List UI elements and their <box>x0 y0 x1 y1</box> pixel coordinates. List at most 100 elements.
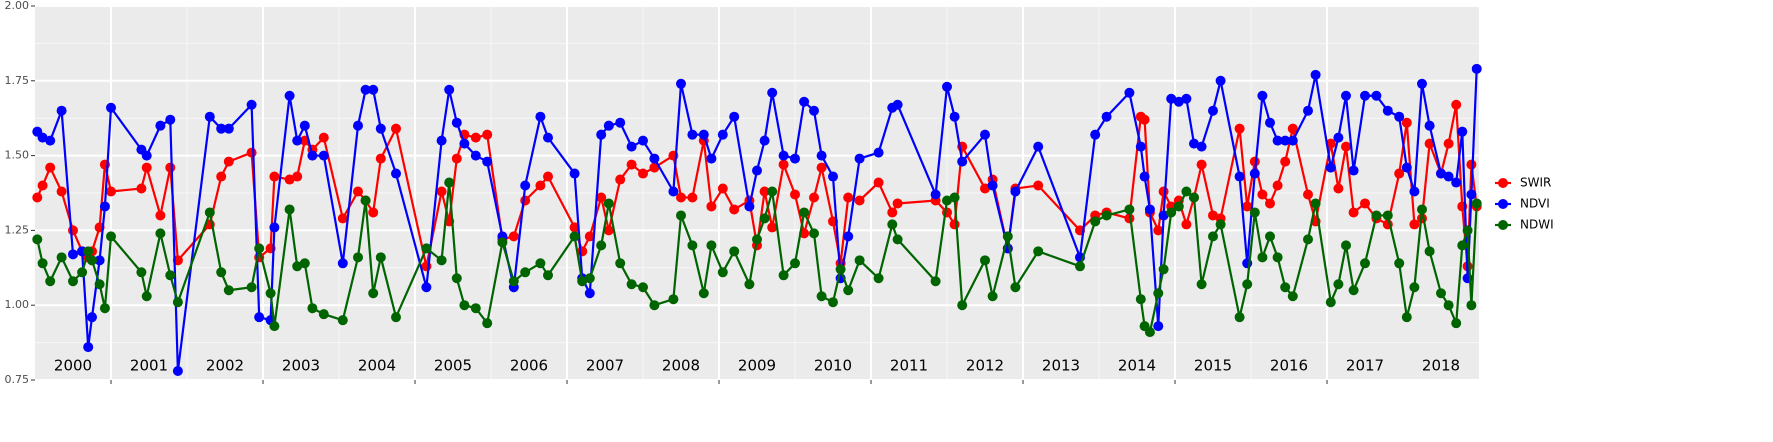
year-label: 2008 <box>662 357 700 375</box>
point <box>873 273 884 284</box>
point <box>873 177 884 188</box>
point <box>717 183 728 194</box>
year-label: 2003 <box>282 357 320 375</box>
point <box>1417 204 1427 215</box>
point <box>752 165 762 176</box>
year-label: 2001 <box>130 357 168 375</box>
point <box>292 135 303 146</box>
point <box>1417 78 1427 89</box>
point <box>778 150 789 161</box>
point <box>603 120 614 131</box>
point <box>87 255 97 266</box>
point <box>45 276 56 287</box>
point <box>1325 297 1336 308</box>
point <box>1234 123 1245 134</box>
y-tick-label: 0.75 <box>5 373 30 386</box>
point <box>37 258 48 269</box>
point <box>1341 90 1351 101</box>
point <box>1401 312 1412 323</box>
year-label: 2005 <box>434 357 472 375</box>
point <box>1471 63 1482 74</box>
point <box>638 282 648 293</box>
point <box>1249 207 1260 218</box>
point <box>1173 96 1184 107</box>
point <box>299 258 310 269</box>
point <box>459 138 470 149</box>
point <box>1466 159 1477 170</box>
point <box>482 318 493 329</box>
point <box>421 243 432 254</box>
point <box>717 129 728 140</box>
point <box>1443 171 1454 182</box>
year-label: 2017 <box>1346 357 1384 375</box>
point <box>1189 138 1199 149</box>
point <box>1265 117 1275 128</box>
point <box>892 99 903 110</box>
point <box>1457 126 1468 137</box>
point <box>141 291 152 302</box>
point <box>292 171 303 182</box>
point <box>1341 240 1351 251</box>
point <box>767 186 778 197</box>
point <box>470 303 481 314</box>
point <box>1360 258 1370 269</box>
point <box>987 291 998 302</box>
point <box>1409 186 1420 197</box>
point <box>1153 321 1164 332</box>
point <box>165 162 176 173</box>
point <box>136 183 147 194</box>
point <box>1166 207 1177 218</box>
y-tick-label: 1.50 <box>5 149 30 162</box>
point <box>1075 261 1085 272</box>
point <box>292 261 303 272</box>
series-line <box>36 104 1478 267</box>
point <box>1310 198 1321 209</box>
y-tick-label: 1.25 <box>5 223 30 236</box>
point <box>106 186 116 197</box>
point <box>375 153 386 164</box>
point <box>56 252 67 263</box>
point <box>1348 165 1359 176</box>
point <box>508 276 519 287</box>
point <box>543 132 553 143</box>
point <box>596 192 607 203</box>
year-label: 2009 <box>738 357 776 375</box>
point <box>172 297 183 308</box>
point <box>269 321 280 332</box>
point <box>307 150 318 161</box>
point <box>1401 162 1412 173</box>
point <box>318 150 329 161</box>
point <box>1325 162 1336 173</box>
point <box>790 153 800 164</box>
point <box>520 267 531 278</box>
point <box>1234 312 1245 323</box>
point <box>942 81 952 92</box>
point <box>930 189 941 200</box>
point <box>318 132 329 143</box>
point <box>246 147 257 158</box>
point <box>668 294 679 305</box>
point <box>809 105 819 116</box>
point <box>706 153 717 164</box>
point <box>1466 300 1477 311</box>
point <box>543 171 553 182</box>
point <box>535 258 546 269</box>
point <box>470 150 481 161</box>
point <box>141 150 152 161</box>
point <box>790 258 800 269</box>
point <box>1010 186 1021 197</box>
point <box>368 84 379 95</box>
point <box>32 234 43 245</box>
point <box>1310 69 1321 80</box>
point <box>1158 210 1169 221</box>
point <box>1208 105 1218 116</box>
point <box>790 189 800 200</box>
point <box>1394 258 1405 269</box>
point <box>508 231 519 242</box>
point <box>1436 288 1446 299</box>
point <box>676 210 686 221</box>
point <box>828 297 838 308</box>
point <box>584 273 595 284</box>
point <box>1265 231 1275 242</box>
legend-label: NDWI <box>1520 218 1554 232</box>
